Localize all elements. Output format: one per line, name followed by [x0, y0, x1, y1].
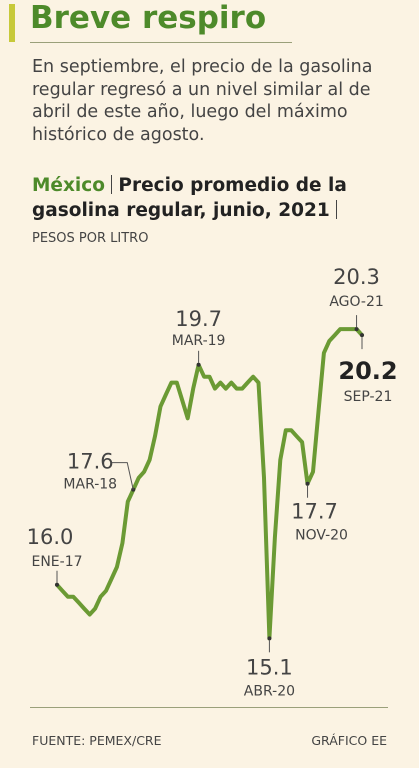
chart-title: México Precio promedio de la gasolina reg…: [32, 173, 402, 223]
title-prefix: México: [32, 175, 105, 196]
source: FUENTE: PEMEX/CRE: [32, 733, 162, 748]
leader-line: [111, 462, 134, 490]
value-label: 20.2: [338, 357, 397, 385]
point-marker: [305, 481, 310, 486]
rule: [30, 42, 292, 43]
x-tick-label: AGO-21: [329, 294, 383, 310]
x-tick-label: MAR-19: [172, 333, 226, 349]
value-label: 17.7: [291, 500, 338, 524]
separator: [335, 200, 338, 219]
value-label: 16.0: [27, 525, 74, 549]
rule: [30, 707, 388, 708]
price-line: [55, 327, 364, 641]
y-label: PESOS POR LITRO: [32, 231, 149, 246]
point-marker: [55, 582, 59, 587]
credit: GRÁFICO EE: [311, 733, 387, 748]
title: Breve respiro: [30, 0, 267, 36]
x-tick-label: SEP-21: [344, 389, 393, 405]
x-tick-label: ABR-20: [244, 683, 295, 699]
value-label: 15.1: [246, 655, 293, 679]
accent-bar: [9, 4, 15, 42]
value-label: 20.3: [333, 265, 380, 289]
value-label: 19.7: [175, 307, 222, 331]
separator: [110, 175, 113, 194]
point-marker: [354, 327, 359, 332]
x-tick-label: NOV-20: [295, 528, 348, 544]
x-tick-label: ENE-17: [31, 554, 82, 570]
point-marker: [360, 333, 364, 338]
point-marker: [267, 636, 272, 641]
value-label: 17.6: [67, 450, 114, 474]
x-tick-label: MAR-18: [63, 477, 117, 493]
chart-title-text: Precio promedio de la gasolina regular, …: [32, 175, 347, 221]
subtitle: En septiembre, el precio de la gasolina …: [32, 57, 373, 145]
point-marker: [196, 362, 201, 367]
